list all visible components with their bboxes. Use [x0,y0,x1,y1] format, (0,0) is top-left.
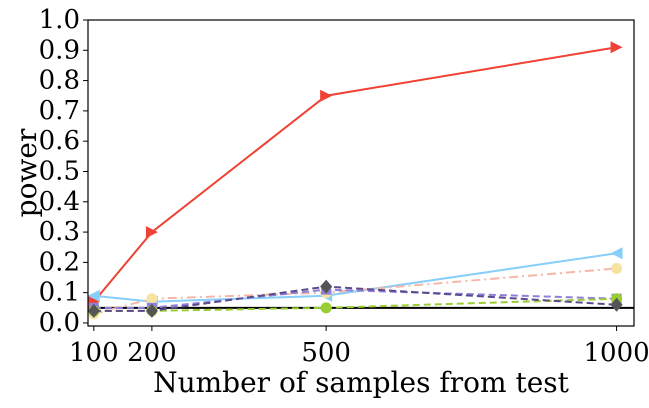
data-point [610,41,623,54]
x-axis-ticks: 100 200 500 1000 [69,326,649,368]
data-point [146,293,158,305]
data-point [611,262,623,274]
series-line [93,252,617,303]
y-tick-label: 0.3 [39,217,80,247]
y-tick-label: 0.6 [39,126,80,156]
data-point [87,289,100,302]
y-tick-label: 0.0 [39,308,80,338]
y-tick-label: 0.1 [39,278,80,308]
x-tick-label: 1000 [583,338,649,368]
plot-frame [87,19,635,327]
data-point [145,303,158,318]
x-axis-title: Number of samples from test [153,366,570,399]
x-tick-label: 100 [69,338,119,368]
y-tick-label: 1.0 [39,5,80,35]
y-tick-label: 0.5 [39,156,80,186]
data-point [610,297,623,312]
y-tick-label: 0.4 [39,187,80,217]
data-point [320,279,333,294]
y-axis-ticks: 0.00.10.20.30.40.50.60.70.80.91.0 [39,5,88,338]
series-line [93,285,617,312]
data-point [610,247,623,260]
data-point [320,302,332,314]
series-5 [88,293,623,317]
series-6 [87,279,623,318]
data-point [145,226,158,239]
x-tick-label: 500 [301,338,351,368]
x-tick-label: 200 [127,338,177,368]
y-tick-label: 0.9 [39,35,80,65]
y-tick-label: 0.7 [39,96,80,126]
y-axis-title: power [10,128,43,217]
y-tick-label: 0.2 [39,247,80,277]
series-line [93,267,617,315]
series-line [93,46,617,303]
series-line [93,297,617,312]
y-tick-label: 0.8 [39,66,80,96]
data-point [320,89,333,102]
series-1 [87,41,623,308]
series-group [87,41,623,320]
data-point [87,303,100,318]
